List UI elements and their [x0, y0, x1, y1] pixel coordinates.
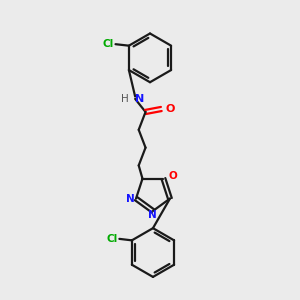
Text: N: N — [148, 210, 157, 220]
Text: N: N — [126, 194, 135, 204]
Text: O: O — [166, 104, 175, 114]
Text: N: N — [135, 94, 144, 104]
Text: H: H — [121, 94, 129, 104]
Text: Cl: Cl — [106, 234, 118, 244]
Text: O: O — [168, 171, 177, 181]
Text: Cl: Cl — [103, 39, 114, 49]
